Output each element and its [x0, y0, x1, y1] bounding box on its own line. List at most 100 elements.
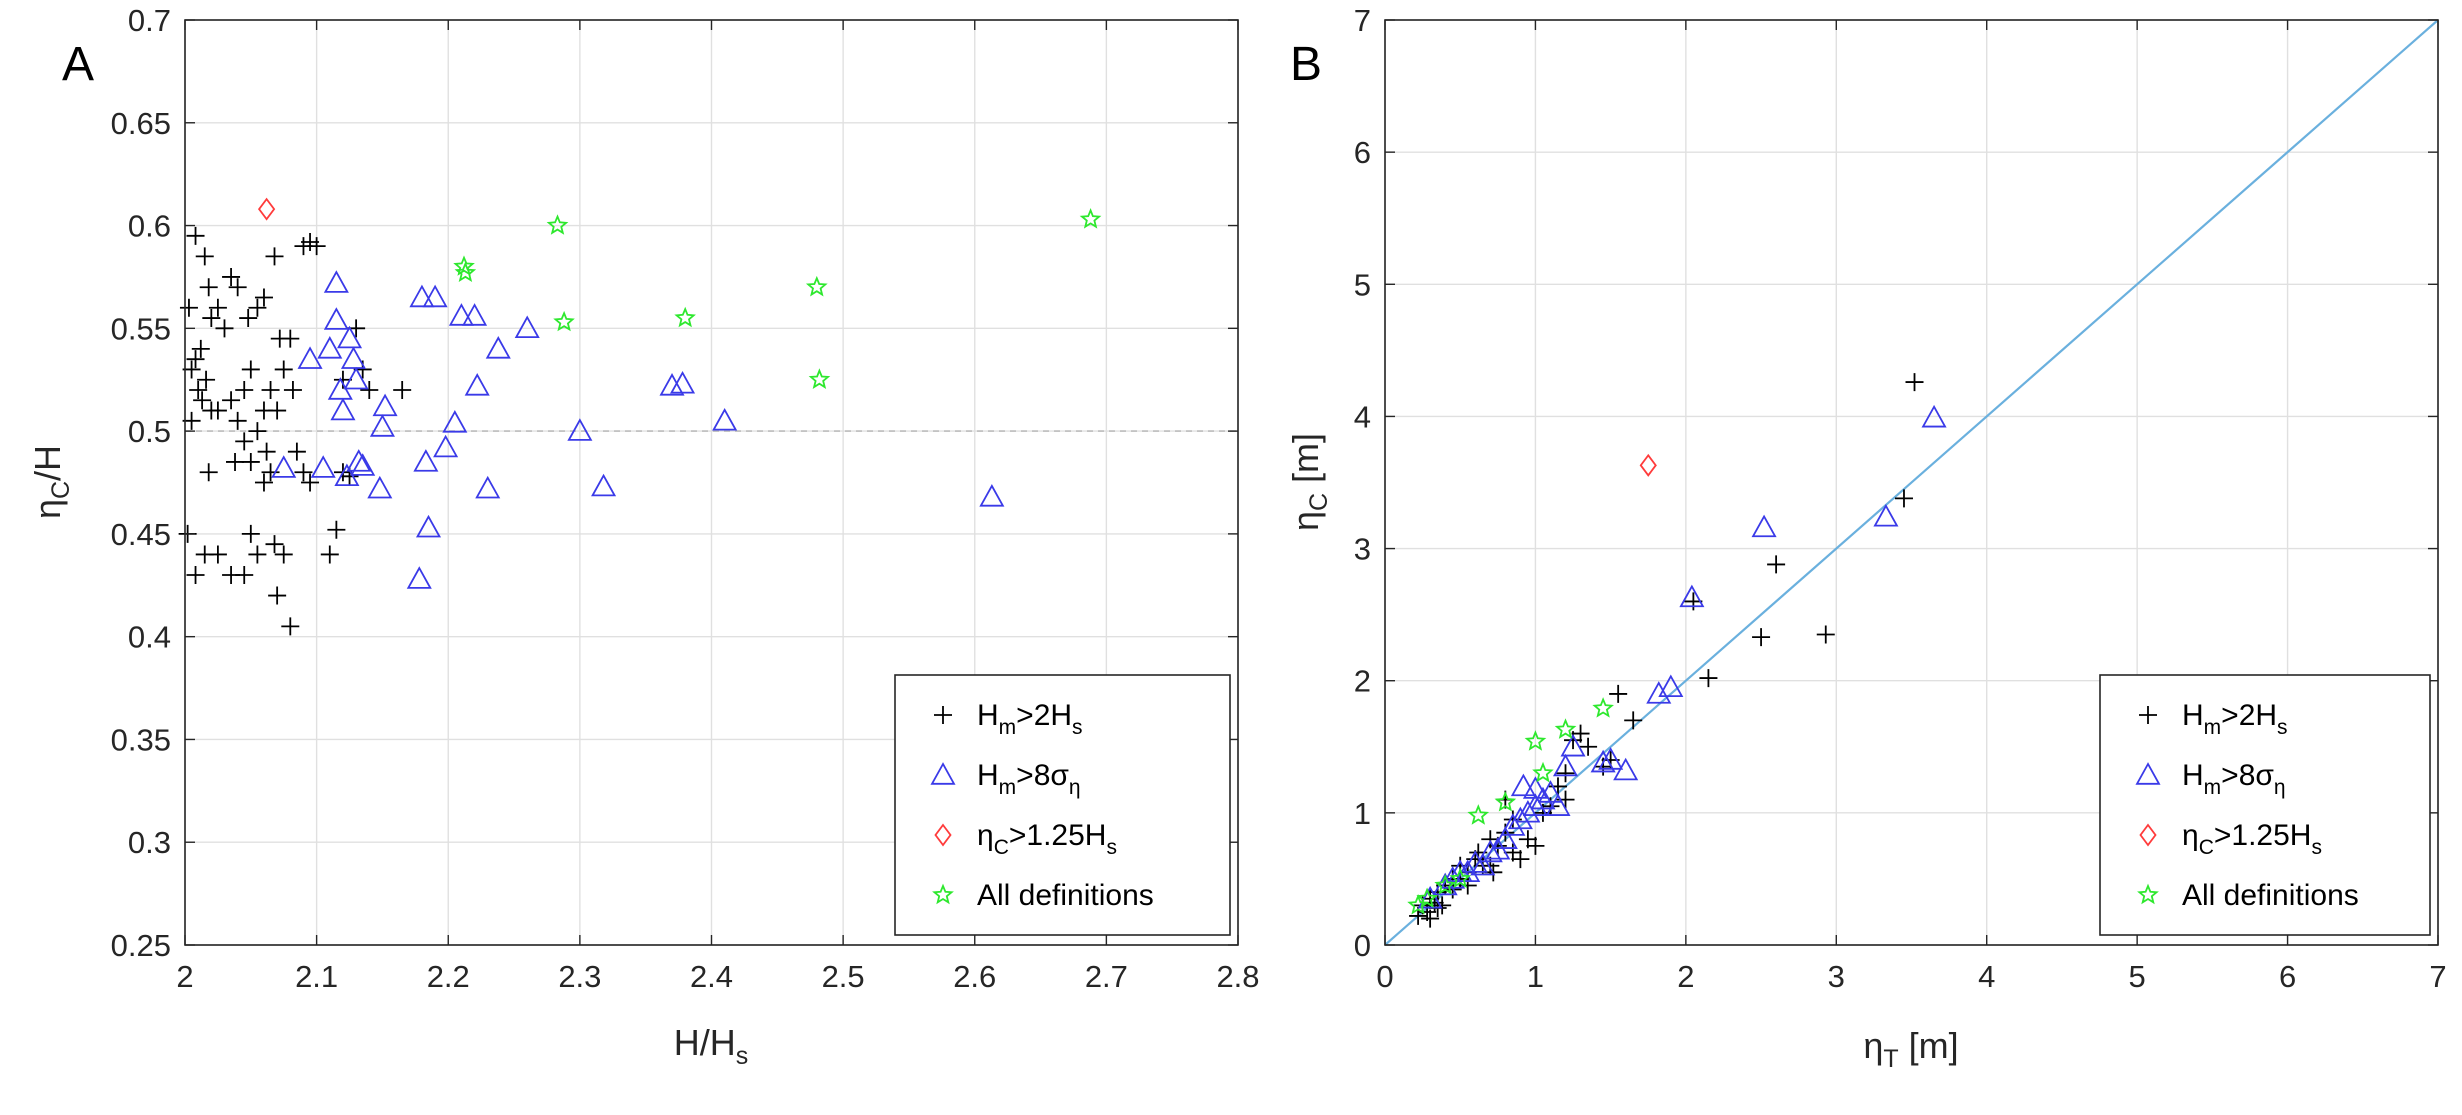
- panel-a-point-diamond: [257, 197, 276, 221]
- panel-b-point-diamond: [1639, 453, 1657, 477]
- panel-b-point-plus: [1699, 669, 1718, 688]
- panel-b-point-triangle: [1751, 514, 1777, 538]
- panel-b-point-triangle: [1590, 749, 1616, 773]
- panel-a-point-plus: [191, 339, 210, 358]
- panel-b-point-plus: [1816, 625, 1835, 644]
- panel-a-point-star: [546, 214, 569, 235]
- panel-b-legend-label-3: All definitions: [2182, 879, 2359, 912]
- panel-b-legend-label-2: ηC>1.25Hs: [2182, 819, 2322, 859]
- panel-b-point-triangle: [1921, 404, 1947, 428]
- panel-b-point-plus: [1905, 373, 1924, 392]
- panel-b-point-triangle: [1522, 793, 1548, 816]
- panel-b-point-plus: [1609, 684, 1628, 703]
- panel-a-legend-label-2-sub2: s: [1106, 836, 1117, 859]
- panel-b-ylabel-tail: [m]: [1285, 433, 1326, 493]
- panel-a-point-plus: [257, 442, 276, 461]
- panel-a-point-plus: [248, 298, 267, 317]
- panel-b-y-tick-label: 6: [1354, 135, 1371, 170]
- panel-a-point-triangle: [406, 566, 432, 589]
- panel-a-point-triangle: [350, 453, 376, 476]
- panel-b-x-tick-label: 3: [1828, 959, 1845, 994]
- panel-a-point-plus: [195, 545, 214, 564]
- panel-a-point-plus: [294, 463, 313, 482]
- panel-b-legend-label-1-sub2: η: [2274, 776, 2286, 799]
- panel-a-legend-label-2: ηC>1.25Hs: [977, 819, 1117, 859]
- panel-b-identity-line: [1384, 19, 2439, 946]
- panel-a-point-plus: [307, 237, 326, 256]
- panel-a-x-tick-label: 2.1: [295, 959, 338, 994]
- panel-a-point-plus: [248, 545, 267, 564]
- panel-b-point-star: [1467, 804, 1490, 825]
- panel-a-point-triangle: [670, 370, 696, 394]
- panel-a-legend-marker-3: [932, 883, 954, 905]
- panel-b-point-triangle: [1522, 776, 1548, 799]
- panel-a-point-plus: [268, 401, 287, 420]
- panel-a-point-plus: [235, 381, 254, 399]
- panel-a-point-triangle: [372, 393, 398, 417]
- panel-b-point-triangle: [1545, 793, 1571, 816]
- panel-b-x-tick-label: 2: [1677, 959, 1694, 994]
- panel-b-x-tick-label: 1: [1527, 959, 1544, 994]
- panel-b-point-triangle: [1613, 757, 1639, 781]
- panel-a-point-plus: [222, 267, 241, 286]
- panel-b-point-plus: [1503, 843, 1522, 862]
- panel-a-legend-label-1-sub: m: [999, 776, 1017, 799]
- panel-b-point-triangle: [1477, 839, 1503, 863]
- panel-b-legend-marker-2: [2139, 823, 2157, 847]
- panel-a-x-tick-label: 2.6: [953, 959, 996, 994]
- panel-a-point-plus: [261, 381, 280, 399]
- panel-a-point-plus: [186, 350, 205, 369]
- panel-a-legend-label-1-main: H: [977, 759, 999, 792]
- panel-a-point-star: [553, 310, 575, 332]
- panel-a-y-tick-label: 0.5: [128, 414, 171, 449]
- panel-b-y-axis-label: ηC [m]: [1285, 433, 1333, 531]
- panel-a-legend-label-0-mid: >2H: [1016, 699, 1072, 732]
- panel-a-point-triangle: [485, 336, 511, 359]
- panel-a-y-tick-label: 0.6: [128, 209, 171, 244]
- panel-b-legend-label-2-sub: C: [2199, 836, 2214, 859]
- panel-b-point-triangle: [1552, 753, 1579, 777]
- panel-a-point-triangle: [271, 455, 297, 478]
- panel-a-y-tick-label: 0.3: [128, 825, 171, 860]
- panel-a-point-plus: [215, 319, 234, 338]
- panel-a-point-plus: [261, 463, 280, 482]
- panel-b-series-3: [1407, 697, 1614, 915]
- panel-a-point-star: [453, 255, 475, 276]
- panel-a-x-tick-label: 2.4: [690, 959, 733, 994]
- panel-a-y-tick-label: 0.55: [111, 311, 171, 346]
- panel-a-point-plus: [193, 391, 212, 410]
- panel-a-point-plus: [281, 617, 300, 636]
- panel-a-x-axis-label: H/Hs: [674, 1022, 749, 1070]
- panel-a-point-triangle: [442, 410, 468, 433]
- panel-a-point-plus: [239, 309, 258, 328]
- panel-b-x-tick-label: 7: [2429, 959, 2446, 994]
- panel-a-series-3: [453, 208, 1102, 389]
- panel-a-x-tick-label: 2.8: [1216, 959, 1259, 994]
- panel-a-point-triangle: [346, 449, 372, 472]
- panel-b-legend-label-1-sub: m: [2204, 776, 2222, 799]
- panel-b-ylabel-greek: η: [1285, 511, 1326, 531]
- panel-a-point-plus: [189, 381, 208, 399]
- panel-b-legend-label-2-sub2: s: [2311, 836, 2322, 859]
- panel-b-point-plus: [1571, 724, 1590, 743]
- panel-a-legend-label-0-sub: m: [999, 716, 1017, 739]
- panel-b-y-tick-label: 5: [1354, 267, 1371, 302]
- panel-a-point-triangle: [310, 455, 336, 478]
- panel-b-point-triangle: [1658, 674, 1684, 698]
- panel-a-legend-marker-1: [930, 762, 956, 785]
- panel-a-xlabel-main: H/H: [674, 1022, 736, 1063]
- panel-b-point-plus: [1624, 711, 1643, 730]
- panel-b-point-triangle: [1492, 826, 1518, 849]
- panel-a-point-triangle: [464, 373, 490, 396]
- panel-a-series-1: [271, 270, 1005, 589]
- panel-b-point-plus: [1767, 555, 1786, 574]
- panel-b-point-star: [1449, 867, 1472, 889]
- panel-a-point-plus: [202, 309, 221, 328]
- panel-a-point-triangle: [413, 449, 439, 472]
- panel-b-legend-label-1-main: H: [2182, 759, 2204, 792]
- panel-a-point-triangle: [415, 514, 442, 538]
- panel-b-point-triangle: [1598, 747, 1624, 770]
- panel-a-point-plus: [222, 391, 241, 410]
- panel-b-legend-marker-1: [2135, 762, 2161, 785]
